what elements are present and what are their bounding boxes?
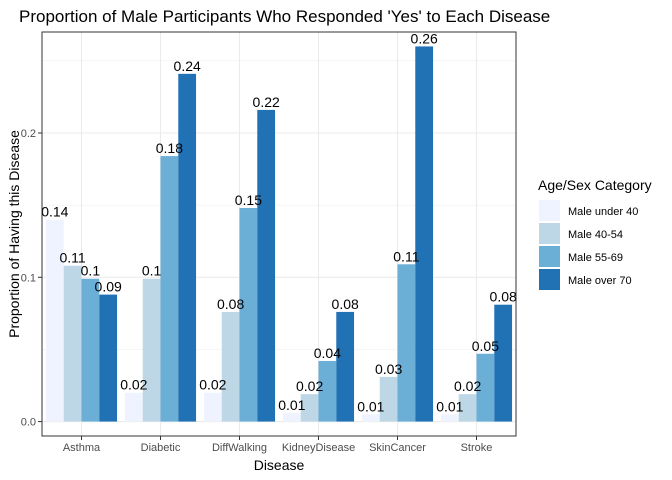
x-axis: Asthma Diabetic DiffWalking KidneyDisease Sk… [63, 436, 493, 454]
bar [476, 353, 495, 422]
legend-swatch [539, 223, 560, 244]
bar [397, 264, 416, 422]
plot-border [41, 31, 517, 437]
data-label: 0.14 [41, 204, 68, 220]
data-label: 0.01 [436, 398, 463, 414]
data-label: 0.03 [375, 361, 402, 377]
data-label: 0.08 [217, 296, 244, 312]
legend-swatch [539, 269, 560, 290]
data-labels: 0.140.02 0.020.01 0.01 0.010.110.10.080.020… [41, 30, 517, 414]
data-label: 0.05 [472, 338, 499, 354]
y-axis-title: Proportion of Having this Disease [6, 130, 22, 338]
legend-label: Male over 70 [568, 275, 632, 287]
bar [458, 394, 477, 422]
data-label: 0.1 [81, 263, 101, 279]
x-tick-label: Asthma [63, 442, 101, 454]
y-tick-label: 0.0 [21, 417, 36, 429]
data-label: 0.04 [314, 345, 341, 361]
bar [415, 46, 434, 422]
bar [318, 360, 337, 422]
bar [336, 311, 355, 422]
bar [221, 311, 240, 422]
bar [282, 412, 301, 422]
legend-swatch [539, 246, 560, 267]
plot-area: 0.140.02 0.020.01 0.01 0.010.110.10.080.020… [41, 30, 517, 437]
bar [257, 109, 276, 422]
legend-label: Male 40-54 [568, 229, 623, 241]
x-tick-label: DiffWalking [212, 442, 267, 454]
data-label: 0.01 [357, 398, 384, 414]
bar [203, 392, 222, 422]
data-label: 0.15 [235, 192, 262, 208]
bar [361, 414, 380, 422]
bar [160, 156, 179, 422]
bar [124, 392, 143, 422]
bar [379, 376, 398, 422]
legend: Age/Sex Category Male under 40 Male 40-54… [538, 177, 652, 290]
data-label: 0.11 [393, 248, 419, 264]
legend-title: Age/Sex Category [538, 177, 652, 193]
bars [45, 46, 513, 422]
data-label: 0.08 [490, 289, 517, 305]
data-label: 0.02 [454, 378, 481, 394]
legend-label: Male under 40 [568, 206, 638, 218]
y-axis: 0.0 0.1 0.2 [21, 128, 42, 429]
data-label: 0.11 [60, 250, 86, 266]
data-label: 0.18 [156, 140, 183, 156]
bar [494, 304, 513, 422]
data-label: 0.22 [253, 94, 280, 110]
data-label: 0.02 [120, 377, 147, 393]
chart-title: Proportion of Male Participants Who Resp… [19, 7, 550, 26]
data-label: 0.24 [174, 58, 201, 74]
bar [142, 278, 161, 422]
x-tick-label: Stroke [461, 442, 493, 454]
legend-label: Male 55-69 [568, 252, 623, 264]
data-label: 0.09 [95, 279, 122, 295]
data-label: 0.01 [278, 397, 305, 413]
data-label: 0.08 [332, 296, 359, 312]
legend-swatch [539, 200, 560, 221]
bar [440, 414, 459, 422]
bar [178, 73, 197, 422]
plot-panel [42, 32, 516, 436]
data-label: 0.26 [411, 30, 438, 46]
bar [239, 208, 258, 422]
x-tick-label: KidneyDisease [282, 442, 355, 454]
legend-items: Male under 40 Male 40-54 Male 55-69 Male ov… [539, 200, 638, 290]
x-tick-label: SkinCancer [369, 442, 426, 454]
y-tick-label: 0.2 [21, 128, 36, 140]
data-label: 0.02 [296, 378, 323, 394]
data-label: 0.02 [199, 377, 226, 393]
bar [99, 294, 118, 422]
bar [300, 394, 319, 422]
x-axis-title: Disease [254, 457, 305, 473]
x-tick-label: Diabetic [141, 442, 181, 454]
y-tick-label: 0.1 [21, 272, 36, 284]
data-label: 0.1 [142, 263, 162, 279]
bar [63, 265, 82, 422]
bar [81, 278, 100, 422]
bar [45, 219, 64, 422]
